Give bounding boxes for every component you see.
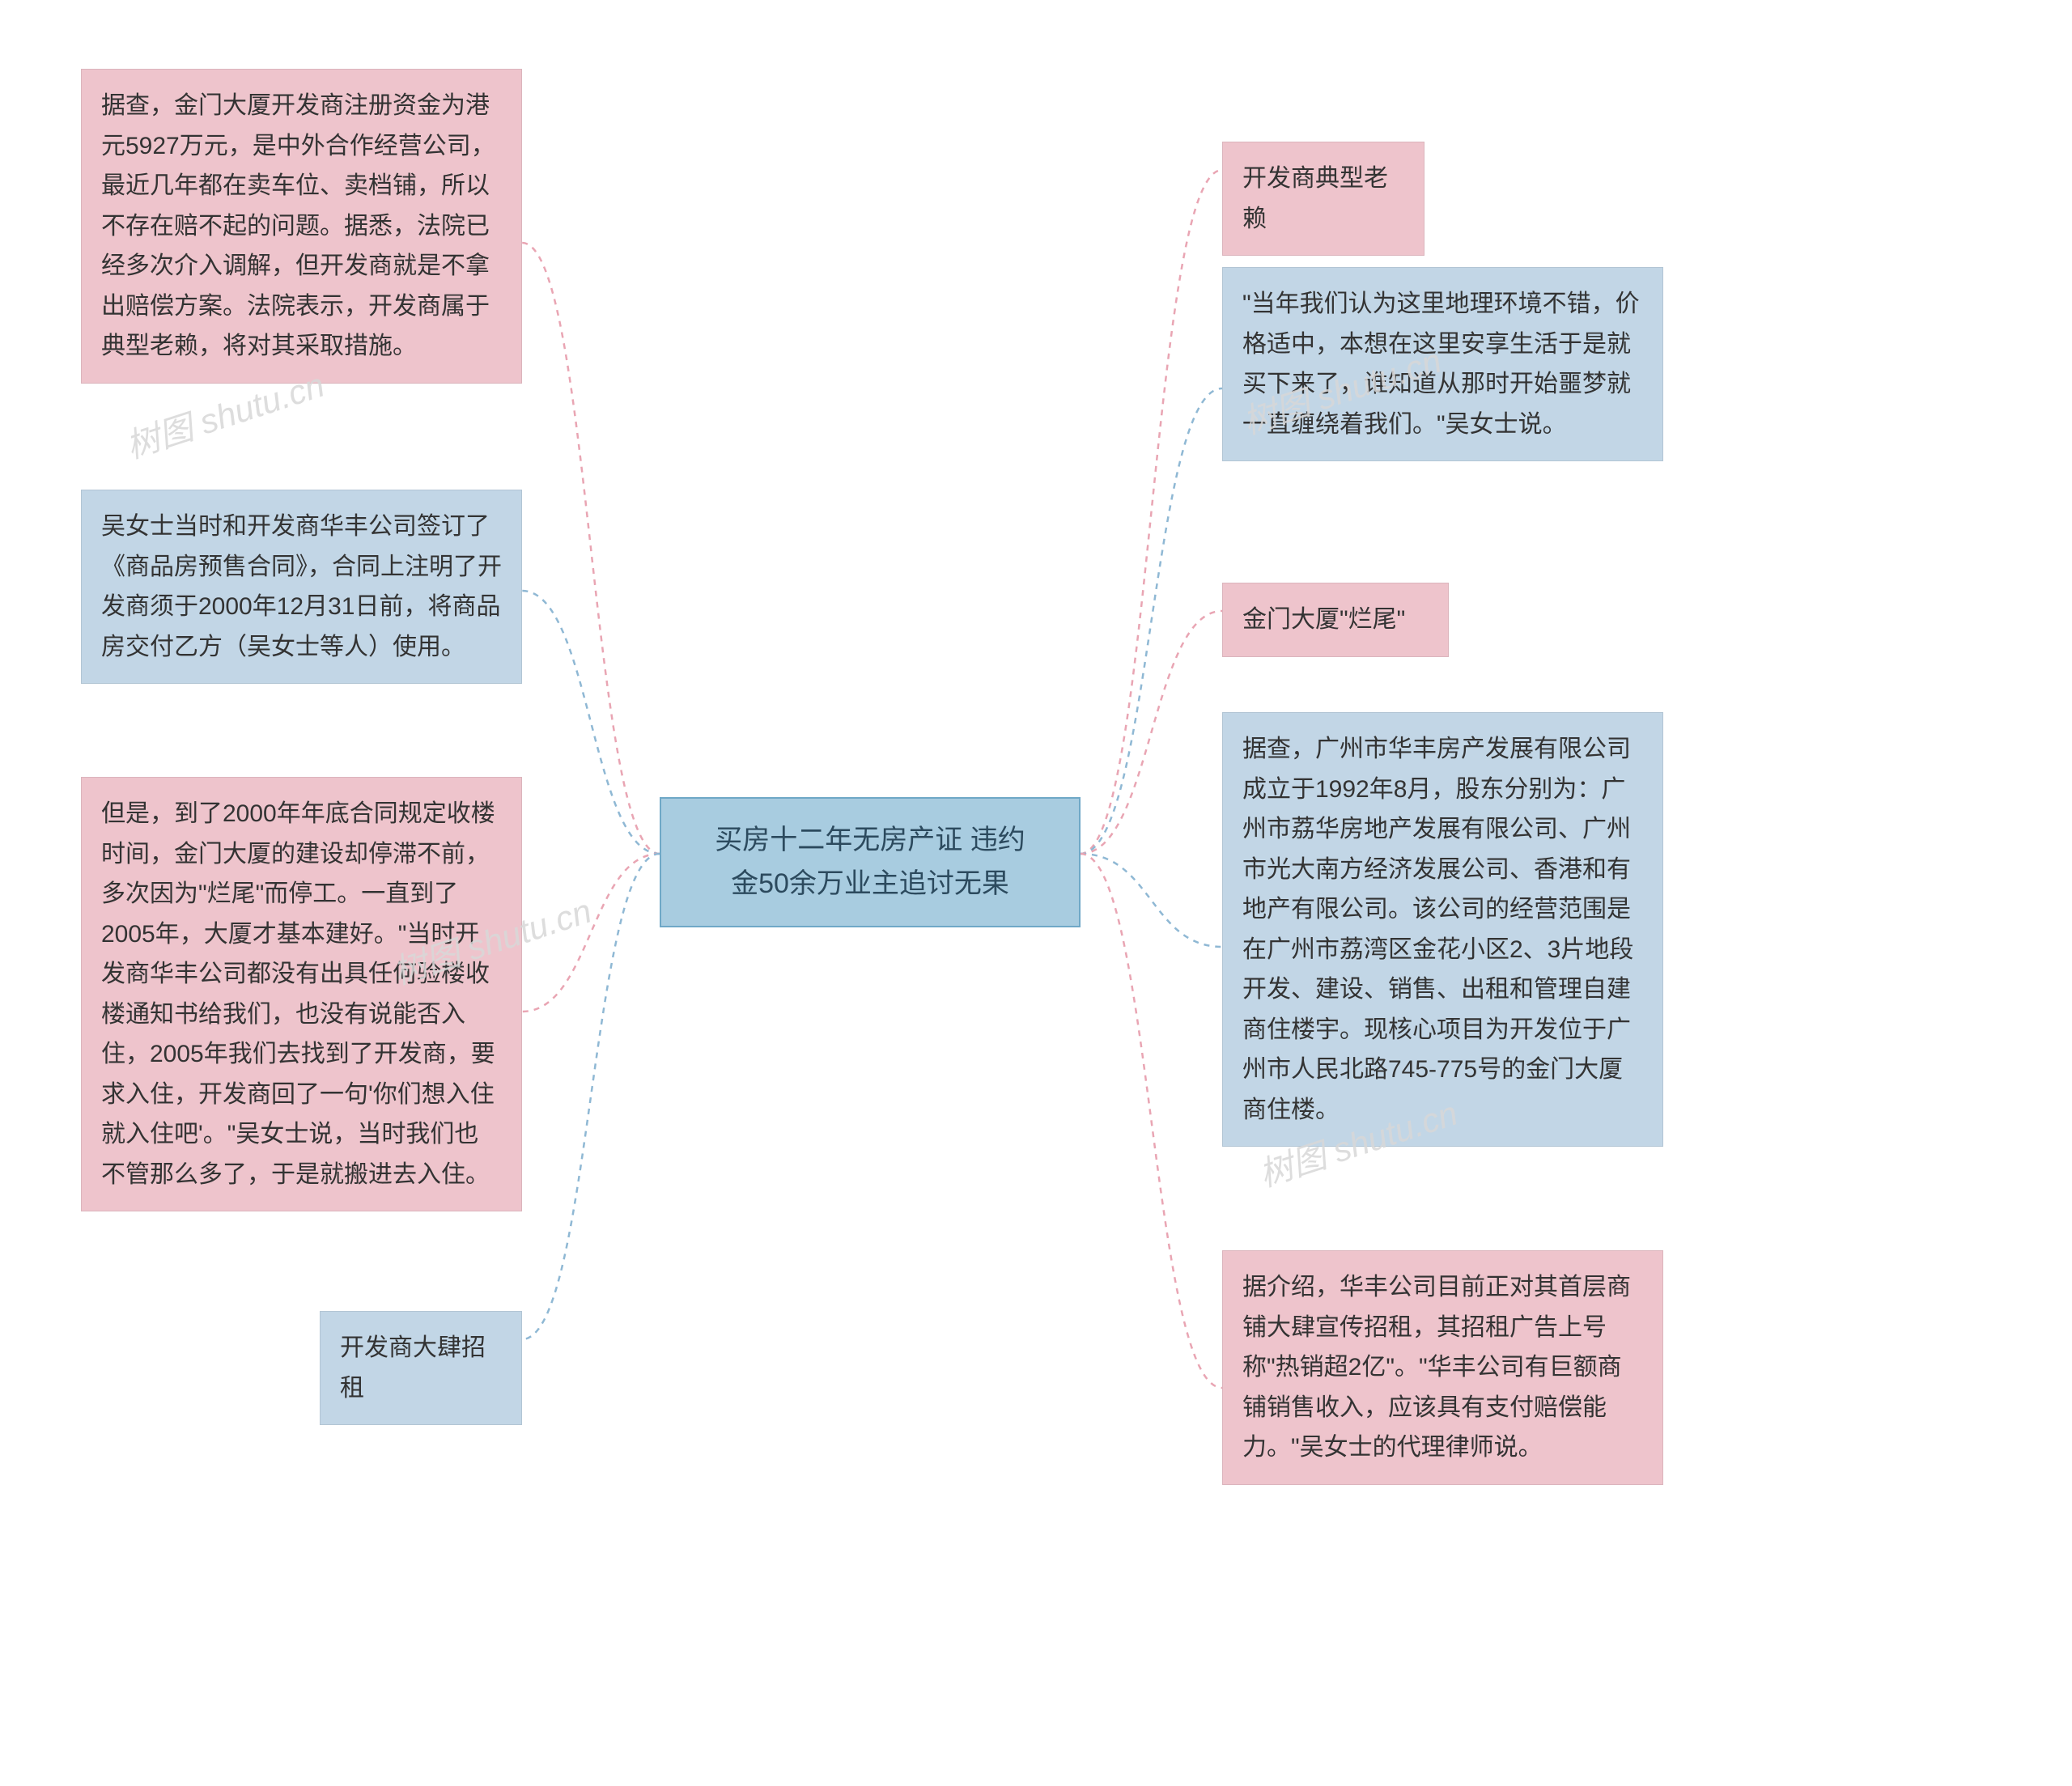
left-node-l2: 吴女士当时和开发商华丰公司签订了《商品房预售合同》，合同上注明了开发商须于200… bbox=[81, 490, 522, 684]
connector bbox=[522, 854, 660, 1012]
left-node-l1: 据查，金门大厦开发商注册资金为港元5927万元，是中外合作经营公司，最近几年都在… bbox=[81, 69, 522, 384]
right-node-r1: 开发商典型老赖 bbox=[1222, 142, 1424, 256]
connector bbox=[1081, 854, 1222, 1388]
connector bbox=[522, 591, 660, 854]
right-node-r2: "当年我们认为这里地理环境不错，价格适中，本想在这里安享生活于是就买下来了，谁知… bbox=[1222, 267, 1663, 461]
center-node: 买房十二年无房产证 违约 金50余万业主追讨无果 bbox=[660, 797, 1081, 927]
center-line2: 金50余万业主追讨无果 bbox=[684, 862, 1056, 906]
connector bbox=[1081, 170, 1222, 854]
left-node-l3: 但是，到了2000年年底合同规定收楼时间，金门大厦的建设却停滞不前，多次因为"烂… bbox=[81, 777, 522, 1211]
right-node-r4: 据查，广州市华丰房产发展有限公司成立于1992年8月，股东分别为：广州市荔华房地… bbox=[1222, 712, 1663, 1147]
connector bbox=[522, 243, 660, 854]
center-line1: 买房十二年无房产证 违约 bbox=[684, 818, 1056, 862]
connector bbox=[522, 854, 660, 1339]
right-node-r3: 金门大厦"烂尾" bbox=[1222, 583, 1449, 657]
connector bbox=[1081, 854, 1222, 947]
connector bbox=[1081, 388, 1222, 854]
connector bbox=[1081, 611, 1222, 854]
left-node-l4: 开发商大肆招租 bbox=[320, 1311, 522, 1425]
right-node-r5: 据介绍，华丰公司目前正对其首层商铺大肆宣传招租，其招租广告上号称"热销超2亿"。… bbox=[1222, 1250, 1663, 1485]
